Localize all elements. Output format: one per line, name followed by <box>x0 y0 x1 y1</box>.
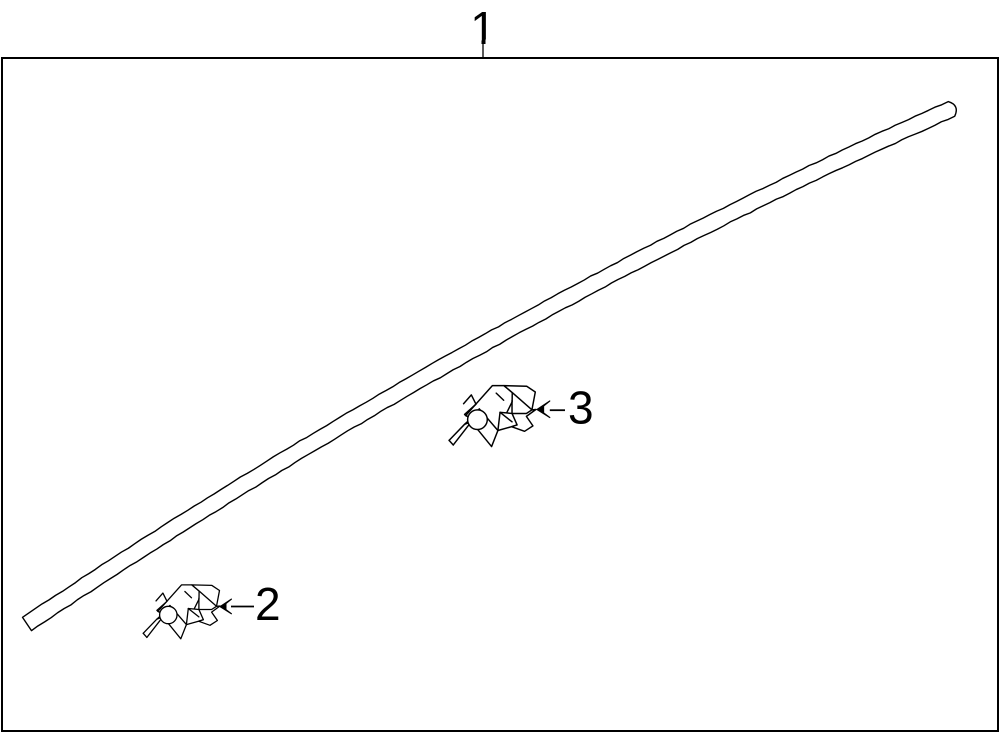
svg-text:3: 3 <box>568 382 594 434</box>
svg-text:2: 2 <box>255 578 281 630</box>
svg-text:1: 1 <box>470 2 496 54</box>
